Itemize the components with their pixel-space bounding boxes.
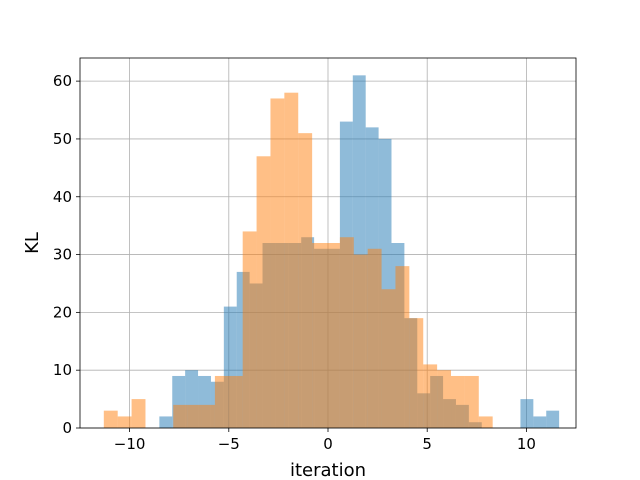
y-tick-label: 60 [53,72,72,90]
histogram-bar-series-2 [117,416,132,428]
histogram-bars [103,75,560,428]
histogram-bar-series-2 [187,404,202,428]
x-tick-label: 10 [517,435,536,453]
histogram-bar-series-2 [326,243,340,428]
histogram-bar-series-2 [103,410,118,428]
histogram-bar-series-2 [270,98,285,428]
histogram-bar-series-1 [159,416,173,428]
y-axis-ticks: 0 10 20 30 40 50 60 [53,72,80,437]
histogram-bar-series-2 [423,364,438,428]
x-axis-ticks: −10 −5 0 5 10 [114,428,536,453]
histogram-bar-series-2 [201,404,215,428]
histogram-bar-series-2 [228,375,243,428]
histogram-bar-series-2 [298,133,313,428]
histogram-bar-series-2 [131,399,146,428]
histogram-bar-series-2 [284,92,299,428]
y-tick-label: 20 [53,303,72,321]
x-tick-label: −10 [114,435,146,453]
histogram-bar-series-2 [214,375,229,428]
histogram-bar-series-2 [409,318,424,428]
x-axis-label: iteration [290,460,366,480]
histogram-bar-series-2 [339,237,354,428]
histogram-bar-series-2 [367,248,382,428]
histogram-bar-series-2 [242,231,257,428]
histogram-bar-series-2 [381,289,396,428]
histogram-bar-series-1 [546,410,560,428]
y-tick-label: 40 [53,188,72,206]
y-axis-label: KL [22,232,43,254]
histogram-bar-series-1 [520,399,534,428]
histogram-bar-series-2 [478,416,493,428]
histogram-bar-series-2 [437,370,452,428]
x-tick-label: −5 [218,435,240,453]
y-tick-label: 30 [53,246,72,264]
histogram-bar-series-2 [353,254,368,428]
histogram-bar-series-2 [464,375,479,428]
y-tick-label: 0 [62,419,72,437]
histogram-bar-series-1 [533,416,547,428]
histogram-bar-series-2 [395,266,410,428]
histogram-bar-series-2 [312,243,327,428]
histogram-bar-series-2 [256,156,271,428]
y-tick-label: 10 [53,361,72,379]
histogram-bar-series-2 [451,375,465,428]
x-tick-label: 0 [323,435,333,453]
y-tick-label: 50 [53,130,72,148]
x-tick-label: 5 [422,435,432,453]
histogram-bar-series-2 [173,404,188,428]
